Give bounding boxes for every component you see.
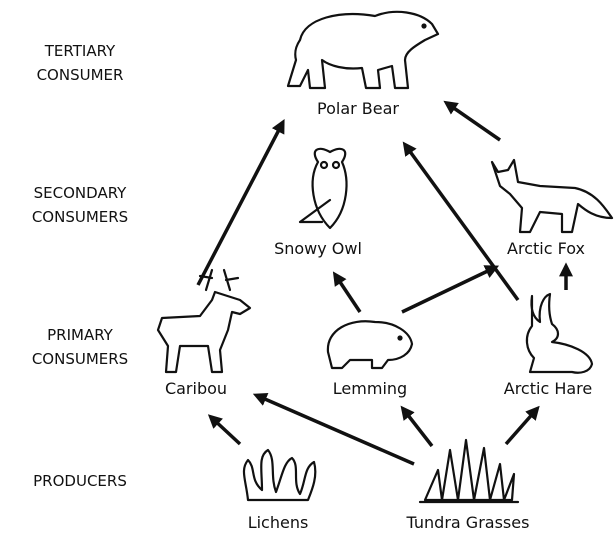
node-label: Arctic Fox (507, 239, 585, 258)
snowy-owl-icon (300, 149, 346, 228)
arrow (198, 124, 282, 285)
arctic-hare-icon (527, 294, 592, 373)
arrow (258, 396, 414, 464)
node-label: Snowy Owl (274, 239, 362, 258)
caribou-icon (158, 270, 250, 372)
arrow (212, 418, 240, 444)
arrow (506, 410, 536, 444)
level-label: PRODUCERS (33, 472, 127, 490)
food-web: TERTIARYCONSUMER SECONDARYCONSUMERS PRIM… (0, 0, 615, 536)
arrow (406, 146, 518, 300)
node-label: Tundra Grasses (406, 513, 530, 532)
arrow (402, 268, 494, 312)
arctic-fox-icon (492, 160, 612, 232)
node-label: Polar Bear (317, 99, 399, 118)
polar-bear-icon (288, 12, 438, 88)
arrow (404, 410, 432, 446)
arrow (336, 276, 360, 312)
node-label: Caribou (165, 379, 227, 398)
node-label: Lemming (333, 379, 407, 398)
lichens-icon (244, 450, 315, 500)
lemming-icon (328, 321, 412, 368)
node-label: Arctic Hare (504, 379, 592, 398)
node-label: Lichens (248, 513, 309, 532)
arrow (448, 104, 500, 140)
tundra-grasses-icon (420, 440, 518, 502)
